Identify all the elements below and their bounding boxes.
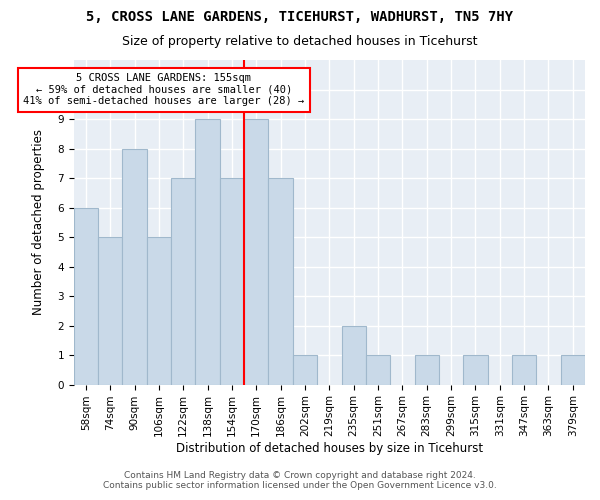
Bar <box>98 237 122 384</box>
Bar <box>74 208 98 384</box>
Text: 5, CROSS LANE GARDENS, TICEHURST, WADHURST, TN5 7HY: 5, CROSS LANE GARDENS, TICEHURST, WADHUR… <box>86 10 514 24</box>
Y-axis label: Number of detached properties: Number of detached properties <box>32 130 45 316</box>
Bar <box>366 355 390 384</box>
Bar <box>171 178 196 384</box>
Bar <box>122 148 147 384</box>
Bar <box>244 119 268 384</box>
Bar <box>415 355 439 384</box>
X-axis label: Distribution of detached houses by size in Ticehurst: Distribution of detached houses by size … <box>176 442 483 455</box>
Bar <box>463 355 488 384</box>
Text: Size of property relative to detached houses in Ticehurst: Size of property relative to detached ho… <box>122 35 478 48</box>
Bar <box>147 237 171 384</box>
Bar <box>268 178 293 384</box>
Bar <box>220 178 244 384</box>
Text: Contains HM Land Registry data © Crown copyright and database right 2024.
Contai: Contains HM Land Registry data © Crown c… <box>103 470 497 490</box>
Text: 5 CROSS LANE GARDENS: 155sqm
← 59% of detached houses are smaller (40)
41% of se: 5 CROSS LANE GARDENS: 155sqm ← 59% of de… <box>23 74 304 106</box>
Bar <box>341 326 366 384</box>
Bar <box>560 355 585 384</box>
Bar <box>196 119 220 384</box>
Bar <box>293 355 317 384</box>
Bar <box>512 355 536 384</box>
